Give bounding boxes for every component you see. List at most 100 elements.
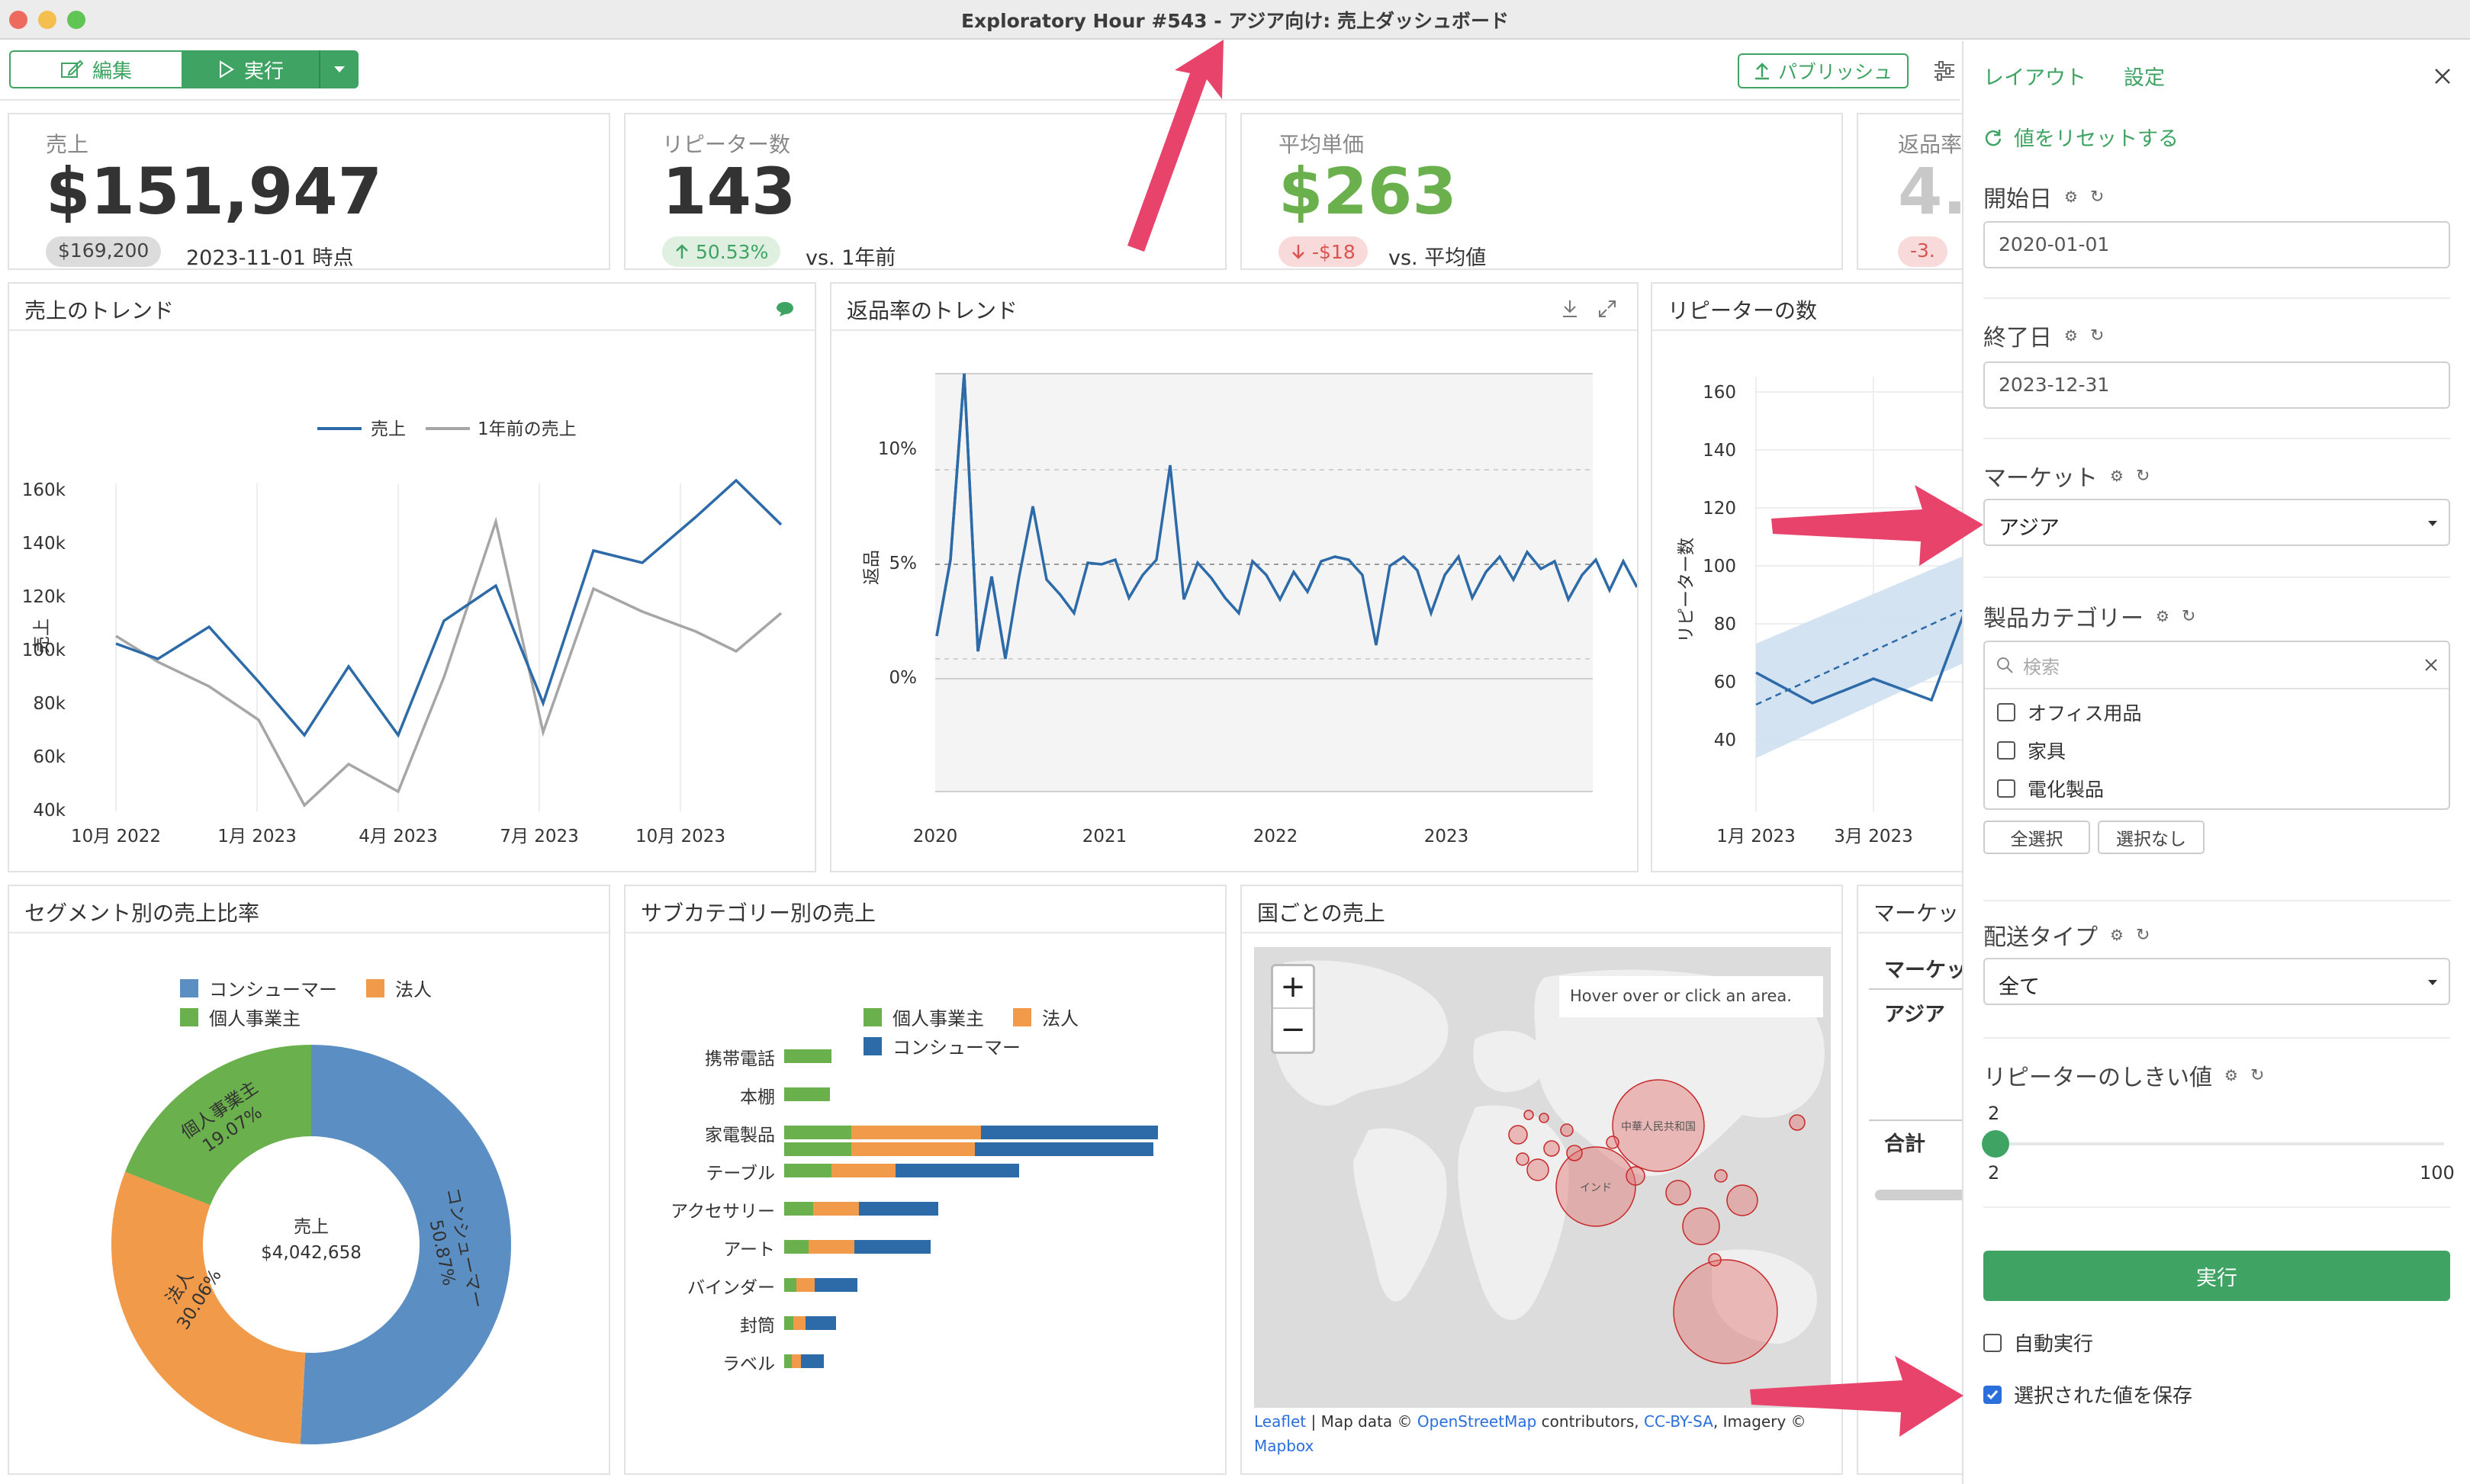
divider <box>1983 438 2450 439</box>
bar-segment[interactable] <box>784 1049 831 1063</box>
checkbox[interactable] <box>1997 741 2015 760</box>
checkbox[interactable] <box>1997 779 2015 798</box>
start-date-label: 開始日 ⚙ ↻ <box>1983 180 2104 214</box>
card-title: 売上のトレンド <box>9 284 815 331</box>
market-label: マーケット ⚙ ↻ <box>1983 459 2150 493</box>
bar-segment[interactable] <box>784 1164 831 1177</box>
bar-segment[interactable] <box>796 1278 815 1292</box>
world-map[interactable]: 中華人民共和国 インド <box>1254 947 1831 1408</box>
bar-segment[interactable] <box>784 1316 793 1330</box>
edit-button[interactable]: 編集 <box>9 50 183 88</box>
bar-segment[interactable] <box>793 1316 806 1330</box>
end-date-input[interactable]: 2023-12-31 <box>1983 361 2450 409</box>
table-total-label: 合計 <box>1884 1132 1925 1156</box>
bar-segment[interactable] <box>784 1142 851 1156</box>
run-button[interactable]: 実行 <box>183 50 319 88</box>
bar-segment[interactable] <box>784 1202 813 1216</box>
slider-handle[interactable] <box>1982 1130 2009 1158</box>
bar-segment[interactable] <box>813 1202 859 1216</box>
download-icon[interactable] <box>1561 299 1579 319</box>
auto-run-checkbox[interactable] <box>1983 1333 2002 1352</box>
category-option[interactable]: 電化製品 <box>1997 775 2104 802</box>
map-zoom-in-button[interactable]: + <box>1273 966 1313 1009</box>
expand-icon[interactable] <box>1597 299 1617 319</box>
bar-segment[interactable] <box>815 1278 857 1292</box>
bar-segment[interactable] <box>784 1354 792 1368</box>
bar-segment[interactable] <box>975 1142 1153 1156</box>
reset-values-button[interactable]: 値をリセットする <box>1983 122 2179 152</box>
gear-icon[interactable]: ⚙ <box>2156 607 2169 625</box>
bar-segment[interactable] <box>831 1164 896 1177</box>
bar-segment[interactable] <box>784 1126 851 1139</box>
tab-layout[interactable]: レイアウト <box>1983 66 2086 90</box>
gear-icon[interactable]: ⚙ <box>2064 326 2078 345</box>
bar-segment[interactable] <box>851 1142 975 1156</box>
table-header-market: マーケッ <box>1884 959 1967 982</box>
kpi-label: 平均単価 <box>1278 132 1365 157</box>
save-values-checkbox[interactable] <box>1983 1385 2002 1404</box>
gear-icon[interactable]: ⚙ <box>2064 188 2078 206</box>
card-title-text: セグメント別の売上比率 <box>24 901 260 926</box>
gear-icon[interactable]: ⚙ <box>2110 467 2124 485</box>
close-icon[interactable] <box>2433 67 2452 85</box>
donut-center-value: $4,042,658 <box>261 1243 362 1263</box>
mapbox-link[interactable]: Mapbox <box>1254 1437 1314 1455</box>
bar-segment[interactable] <box>981 1126 1158 1139</box>
tab-settings[interactable]: 設定 <box>2124 66 2165 90</box>
select-none-button[interactable]: 選択なし <box>2098 821 2205 854</box>
bar-segment[interactable] <box>896 1164 1019 1177</box>
donut-slice[interactable] <box>300 1045 512 1444</box>
bar-segment[interactable] <box>806 1316 836 1330</box>
y-tick: 0% <box>889 668 918 688</box>
option-label: オフィス用品 <box>2028 702 2142 724</box>
bar-segment[interactable] <box>784 1240 809 1254</box>
clear-icon[interactable] <box>2424 658 2438 672</box>
ship-type-select[interactable]: 全て <box>1983 958 2450 1005</box>
bar-segment[interactable] <box>801 1354 824 1368</box>
save-values-option[interactable]: 選択された値を保存 <box>1983 1380 2192 1409</box>
gear-icon[interactable]: ⚙ <box>2224 1066 2238 1084</box>
bar-segment[interactable] <box>784 1278 796 1292</box>
category-search-input[interactable]: 検索 <box>2023 656 2060 678</box>
market-select[interactable]: アジア <box>1983 499 2450 546</box>
start-date-input[interactable]: 2020-01-01 <box>1983 221 2450 268</box>
publish-button[interactable]: パブリッシュ <box>1738 53 1909 88</box>
leaflet-link[interactable]: Leaflet <box>1254 1412 1307 1431</box>
bar-segment[interactable] <box>851 1126 981 1139</box>
select-all-button[interactable]: 全選択 <box>1983 821 2090 854</box>
refresh-icon[interactable]: ↻ <box>2181 606 2196 626</box>
category-option[interactable]: オフィス用品 <box>1997 699 2142 726</box>
kpi-card-repeaters: リピーター数 143 50.53% vs. 1年前 <box>624 113 1227 270</box>
sliders-icon[interactable] <box>1933 59 1956 82</box>
bar-segment[interactable] <box>809 1240 854 1254</box>
table-cell-market: アジア <box>1884 1003 1945 1026</box>
run-dropdown-button[interactable] <box>319 50 359 88</box>
bar-segment[interactable] <box>859 1202 938 1216</box>
comment-icon[interactable] <box>775 300 795 317</box>
refresh-icon[interactable]: ↻ <box>2089 326 2105 345</box>
minimize-window-button[interactable] <box>38 11 56 29</box>
refresh-icon[interactable]: ↻ <box>2089 187 2105 207</box>
slider-track[interactable] <box>1994 1142 2444 1145</box>
refresh-icon[interactable]: ↻ <box>2135 925 2150 945</box>
donut-slice[interactable] <box>124 1045 311 1206</box>
category-label: ラベル <box>722 1354 775 1374</box>
bar-segment[interactable] <box>784 1087 830 1101</box>
checkbox[interactable] <box>1997 703 2015 721</box>
refresh-icon[interactable]: ↻ <box>2250 1065 2265 1085</box>
bar-segment[interactable] <box>854 1240 931 1254</box>
panel-run-button[interactable]: 実行 <box>1983 1251 2450 1301</box>
zoom-window-button[interactable] <box>67 11 85 29</box>
donut-slice[interactable] <box>111 1171 306 1444</box>
osm-link[interactable]: OpenStreetMap <box>1417 1412 1537 1431</box>
license-link[interactable]: CC-BY-SA <box>1644 1412 1713 1431</box>
table-scrollbar[interactable] <box>1875 1190 1970 1200</box>
gear-icon[interactable]: ⚙ <box>2110 926 2124 944</box>
bar-segment[interactable] <box>792 1354 801 1368</box>
category-option[interactable]: 家具 <box>1997 737 2066 764</box>
auto-run-option[interactable]: 自動実行 <box>1983 1328 2093 1357</box>
refresh-icon[interactable]: ↻ <box>2135 466 2150 486</box>
map-zoom-out-button[interactable]: − <box>1280 1012 1306 1047</box>
close-window-button[interactable] <box>9 11 27 29</box>
y-tick: 80k <box>33 694 66 714</box>
